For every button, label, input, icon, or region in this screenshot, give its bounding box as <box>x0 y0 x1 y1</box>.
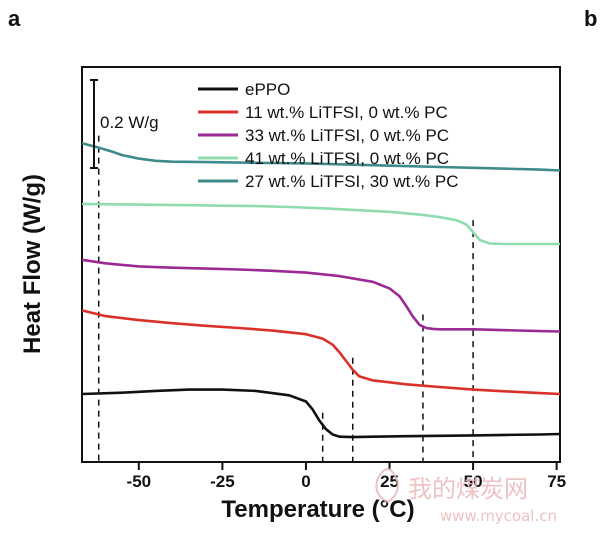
flame-logo <box>375 468 399 504</box>
legend-label-1: 11 wt.% LiTFSI, 0 wt.% PC <box>245 103 448 122</box>
panel-label-b: b <box>584 6 597 31</box>
watermark-url: www.mycoal.cn <box>440 507 557 525</box>
panel-label-a: a <box>8 6 21 31</box>
scale-bar-label: 0.2 W/g <box>100 113 159 132</box>
x-tick-label: 50 <box>464 472 483 491</box>
legend-label-2: 33 wt.% LiTFSI, 0 wt.% PC <box>245 126 449 145</box>
y-axis-title: Heat Flow (W/g) <box>19 174 46 354</box>
scale-bar: 0.2 W/g <box>90 79 159 169</box>
x-tick-label: -50 <box>127 472 152 491</box>
watermark-text: 我的煤炭网 <box>408 475 528 503</box>
plot-frame <box>81 66 561 463</box>
x-axis-ticks: -50 -25 0 25 50 75 <box>127 462 566 491</box>
legend-label-0: ePPO <box>245 80 290 99</box>
x-tick-label: -25 <box>210 472 235 491</box>
legend-label-4: 27 wt.% LiTFSI, 30 wt.% PC <box>245 172 459 191</box>
series-line-3 <box>81 202 560 246</box>
series-line-1 <box>81 309 561 396</box>
x-tick-label: 75 <box>547 472 566 491</box>
legend-label-3: 41 wt.% LiTFSI, 0 wt.% PC <box>245 149 449 168</box>
watermark: 我的煤炭网 www.mycoal.cn <box>375 468 557 525</box>
series-line-2 <box>81 258 561 333</box>
series-line-4 <box>81 141 561 172</box>
series-line-0 <box>81 388 561 439</box>
x-tick-label: 0 <box>301 472 310 491</box>
legend: ePPO 11 wt.% LiTFSI, 0 wt.% PC 33 wt.% LiT… <box>198 80 459 191</box>
tg-marker-lines <box>97 135 474 462</box>
x-axis-title: Temperature (°C) <box>221 496 414 523</box>
x-tick-label: 25 <box>380 472 399 491</box>
series-lines <box>81 141 561 439</box>
